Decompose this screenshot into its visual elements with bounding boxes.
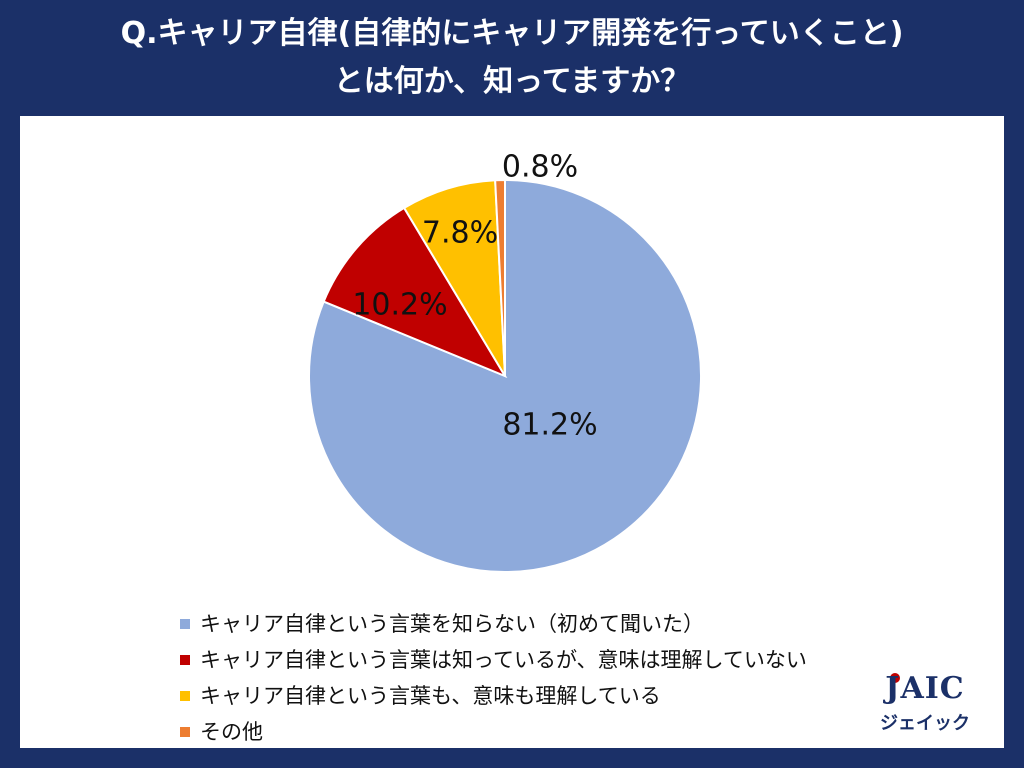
legend-swatch-3 bbox=[180, 727, 190, 737]
title-line-1: Q.キャリア自律(自律的にキャリア開発を行っていくこと) bbox=[120, 16, 904, 51]
legend-label-0: キャリア自律という言葉を知らない（初めて聞いた） bbox=[200, 612, 704, 636]
logo-main-text: JAIC bbox=[885, 671, 965, 706]
logo-sub-text: ジェイック bbox=[880, 713, 970, 734]
slice-data-label-3: 0.8% bbox=[502, 150, 578, 185]
chart-title: Q.キャリア自律(自律的にキャリア開発を行っていくこと) とは何か、知ってますか… bbox=[0, 0, 1024, 112]
legend: キャリア自律という言葉を知らない（初めて聞いた） キャリア自律という言葉は知って… bbox=[180, 606, 807, 750]
pie-slice-3 bbox=[494, 178, 506, 377]
pie-slice-1 bbox=[322, 206, 508, 379]
legend-item-2: キャリア自律という言葉も、意味も理解している bbox=[180, 678, 807, 714]
slice-data-label-2: 7.8% bbox=[422, 216, 498, 251]
logo-accent-dot bbox=[890, 673, 900, 683]
pie-chart: 81.2% 10.2% 7.8%0.8% bbox=[308, 150, 702, 573]
chart-panel: 81.2% 10.2% 7.8% 0.8% キャリア自律という言葉を知らない（初めて聞… bbox=[20, 116, 1004, 748]
jaic-logo: JAIC ジェイック bbox=[860, 671, 990, 741]
legend-label-1: キャリア自律という言葉は知っているが、意味は理解していない bbox=[200, 648, 807, 672]
legend-label-3: その他 bbox=[200, 720, 263, 744]
legend-swatch-0 bbox=[180, 619, 190, 629]
legend-swatch-1 bbox=[180, 655, 190, 665]
pie-slice-2 bbox=[402, 179, 506, 377]
legend-item-1: キャリア自律という言葉は知っているが、意味は理解していない bbox=[180, 642, 807, 678]
slice-data-label-0: 81.2% bbox=[502, 408, 597, 443]
legend-swatch-2 bbox=[180, 691, 190, 701]
title-line-2: とは何か、知ってますか？ bbox=[333, 64, 691, 99]
legend-label-2: キャリア自律という言葉も、意味も理解している bbox=[200, 684, 661, 708]
slice-data-label-1: 10.2% bbox=[352, 288, 447, 323]
legend-item-3: その他 bbox=[180, 714, 807, 750]
legend-item-0: キャリア自律という言葉を知らない（初めて聞いた） bbox=[180, 606, 807, 642]
